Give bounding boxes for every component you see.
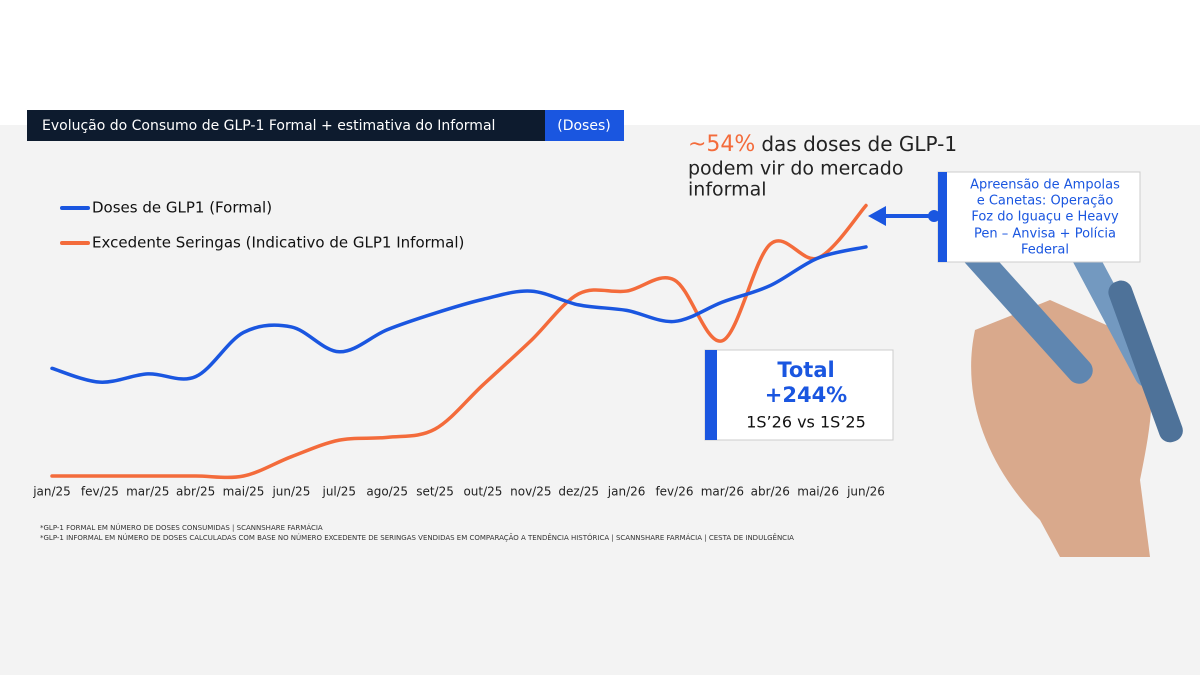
legend-label: Doses de GLP1 (Formal) [92,199,272,217]
chart-title: Evolução do Consumo de GLP-1 Formal + es… [42,118,495,134]
x-tick-label: fev/25 [81,485,119,499]
series-line [50,203,868,480]
callout-line: e Canetas: Operação [977,194,1114,209]
annotation-line: informal [688,179,767,201]
x-tick-label: jan/26 [607,485,646,499]
x-tick-label: set/25 [416,485,454,499]
total-period: 1S’26 vs 1S’25 [746,413,866,432]
footnote: *GLP-1 INFORMAL EM NÚMERO DE DOSES CALCU… [40,533,794,542]
callout-line: Foz do Iguaçu e Heavy [971,210,1119,225]
total-bar [705,350,717,440]
x-tick-label: mai/26 [797,485,839,499]
x-tick-label: mar/26 [701,485,744,499]
title-bar [27,110,545,141]
x-tick-label: fev/26 [655,485,693,499]
x-tick-label: jun/26 [846,485,885,499]
x-tick-label: ago/25 [366,485,408,499]
x-tick-label: abr/25 [176,485,215,499]
x-tick-label: mar/25 [126,485,169,499]
x-tick-label: jan/25 [32,485,71,499]
unit-box [545,110,624,141]
legend-label: Excedente Seringas (Indicativo de GLP1 I… [92,234,464,252]
footnote: *GLP-1 FORMAL EM NÚMERO DE DOSES CONSUMI… [40,523,323,532]
callout-line: Apreensão de Ampolas [970,178,1120,193]
series-line [50,245,868,384]
total-box [704,349,894,441]
arrow-head [868,206,886,226]
callout-box [937,171,1141,263]
callout-line: Federal [1021,243,1069,258]
x-tick-label: out/25 [463,485,502,499]
x-tick-label: mai/25 [223,485,265,499]
x-tick-label: abr/26 [751,485,790,499]
x-tick-label: nov/25 [510,485,551,499]
total-value: +244% [765,383,847,407]
annotation-line: podem vir do mercado [688,158,903,180]
callout-bar [938,172,947,262]
annotation: ~54% das doses de GLP-1 [688,132,957,158]
x-tick-label: jun/25 [271,485,310,499]
x-tick-label: dez/25 [558,485,599,499]
annotation-highlight: ~54% [688,132,755,157]
annotation-text: das doses de GLP-1 [761,132,957,156]
callout-line: Pen – Anvisa + Polícia [974,227,1116,242]
total-label: Total [777,358,834,382]
unit-label: (Doses) [557,118,610,134]
x-tick-label: jul/25 [321,485,356,499]
arrow-dot [928,210,940,222]
